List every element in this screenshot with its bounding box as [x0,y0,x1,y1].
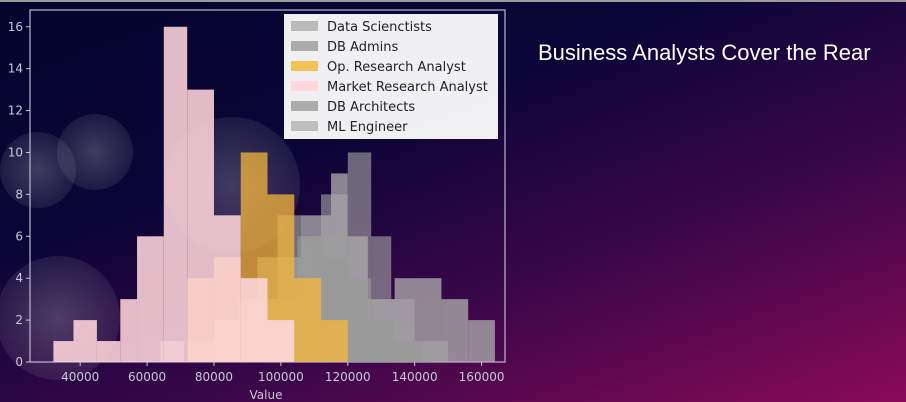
legend-swatch [291,21,318,31]
y-tick-label: 2 [15,313,23,327]
legend-swatch [291,61,318,71]
histogram-bar [187,89,214,362]
legend-label: Market Research Analyst [327,80,488,95]
legend-box [284,14,498,139]
y-tick-label: 10 [8,145,23,159]
histogram-bar [267,320,295,362]
decor-bubble-2 [0,132,76,208]
histogram-bar [347,278,368,362]
y-tick-label: 14 [8,62,23,76]
x-axis-label: Value [250,388,283,402]
decor-bubble-1 [57,114,133,190]
legend-label: ML Engineer [327,120,408,135]
histogram-bar [163,26,188,363]
legend-swatch [291,41,318,51]
histogram-bar [321,320,348,362]
x-tick-label: 120000 [325,370,371,384]
legend-swatch [291,81,318,91]
axes-group: 0 2 4 6 8 10 12 14 16 40000 60000 80000 100000 120000… [8,20,505,384]
legend-swatch [291,101,318,111]
series-market-research-analyst [53,26,295,363]
y-tick-label: 16 [8,20,23,34]
legend-label: Data Scienctists [327,20,432,35]
histogram-bar [468,320,495,362]
bars-group [53,26,495,363]
legend-label: DB Admins [327,40,398,55]
histogram-bar [294,278,322,362]
histogram-bar [96,341,121,362]
x-tick-label: 60000 [128,370,166,384]
histogram-bar [120,299,138,362]
legend: Data Scienctists DB Admins Op. Research An… [284,14,498,139]
legend-label: DB Architects [327,100,415,115]
y-tick-label: 4 [15,271,23,285]
top-divider-line [0,0,906,2]
histogram-bar [53,341,74,362]
histogram-bar [367,320,395,362]
y-tick-label: 6 [15,229,23,243]
histogram-bar [137,236,164,362]
legend-swatch [291,121,318,131]
x-tick-label: 80000 [195,370,233,384]
legend-label: Op. Research Analyst [327,60,466,75]
histogram-bar [73,320,97,362]
histogram-bar [414,341,449,362]
y-tick-label: 8 [15,187,23,201]
x-tick-label: 40000 [61,370,99,384]
x-tick-label: 140000 [392,370,438,384]
x-tick-label: 160000 [459,370,505,384]
histogram-bar [394,341,422,362]
x-tick-label: 100000 [258,370,304,384]
y-tick-label: 12 [8,104,23,118]
histogram-bar [213,215,241,362]
y-tick-label: 0 [15,355,23,369]
histogram-bar [240,278,268,362]
slide-title: Business Analysts Cover the Rear [538,40,871,65]
